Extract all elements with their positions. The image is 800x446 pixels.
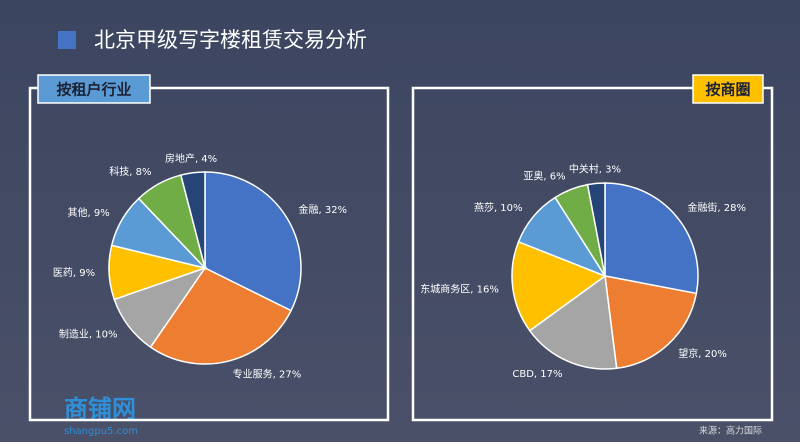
slice-label: 望京, 20% (678, 347, 727, 360)
slice-label: 专业服务, 27% (233, 367, 302, 380)
title-icon (58, 31, 76, 49)
pie-slice (604, 275, 698, 370)
pie-slice (179, 171, 206, 269)
slice-label: 房地产, 4% (165, 152, 217, 165)
slide-title: 北京甲级写字楼租赁交易分析 (94, 28, 367, 52)
panel-frame (411, 86, 774, 422)
slice-label: 燕莎, 10% (474, 201, 523, 214)
watermark-url: shangpu5.com (64, 426, 138, 437)
slice-label: 其他, 9% (68, 206, 110, 219)
source: 来源：高力国际 (699, 425, 762, 437)
slice-label: 中关村, 3% (569, 162, 621, 175)
panel-frame (28, 86, 390, 422)
slice-label: 东城商务区, 16% (420, 282, 499, 295)
pie-slice (204, 171, 302, 312)
watermark-name: 商铺网 (64, 395, 136, 423)
slice-label: 金融街, 28% (687, 201, 746, 214)
slice-label: 医药, 9% (53, 267, 95, 279)
panel-title: 按商圈 (705, 81, 750, 99)
panel-tag (692, 74, 764, 104)
slice-label: 科技, 8% (109, 165, 151, 178)
pie-slice (528, 274, 618, 370)
pie-slice (586, 182, 606, 277)
slice-label: 金融, 32% (298, 203, 347, 216)
panel-title: 按租户行业 (56, 81, 131, 99)
slice-label: CBD, 17% (512, 369, 562, 380)
pie-slice (511, 240, 607, 332)
slice-label: 制造业, 10% (59, 328, 118, 341)
panel-tag (37, 74, 151, 104)
slice-label: 亚奥, 6% (523, 170, 565, 183)
pie-slice (149, 267, 293, 365)
pie-slice (604, 182, 699, 295)
